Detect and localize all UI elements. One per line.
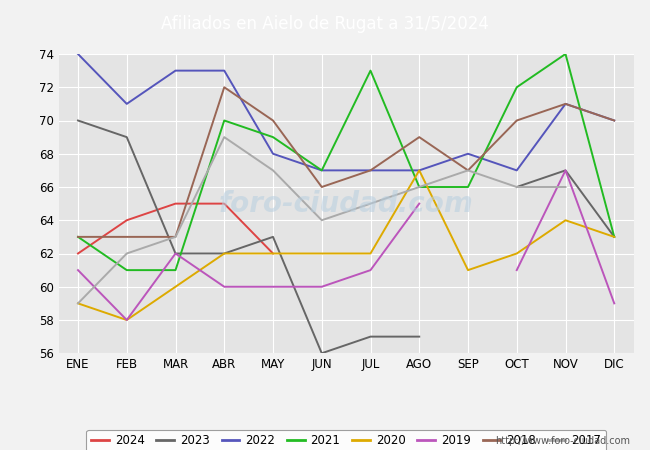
Legend: 2024, 2023, 2022, 2021, 2020, 2019, 2018, 2017: 2024, 2023, 2022, 2021, 2020, 2019, 2018… — [86, 430, 606, 450]
Text: foro-ciudad.com: foro-ciudad.com — [219, 189, 473, 218]
Text: Afiliados en Aielo de Rugat a 31/5/2024: Afiliados en Aielo de Rugat a 31/5/2024 — [161, 14, 489, 33]
Text: http://www.foro-ciudad.com: http://www.foro-ciudad.com — [495, 436, 630, 446]
